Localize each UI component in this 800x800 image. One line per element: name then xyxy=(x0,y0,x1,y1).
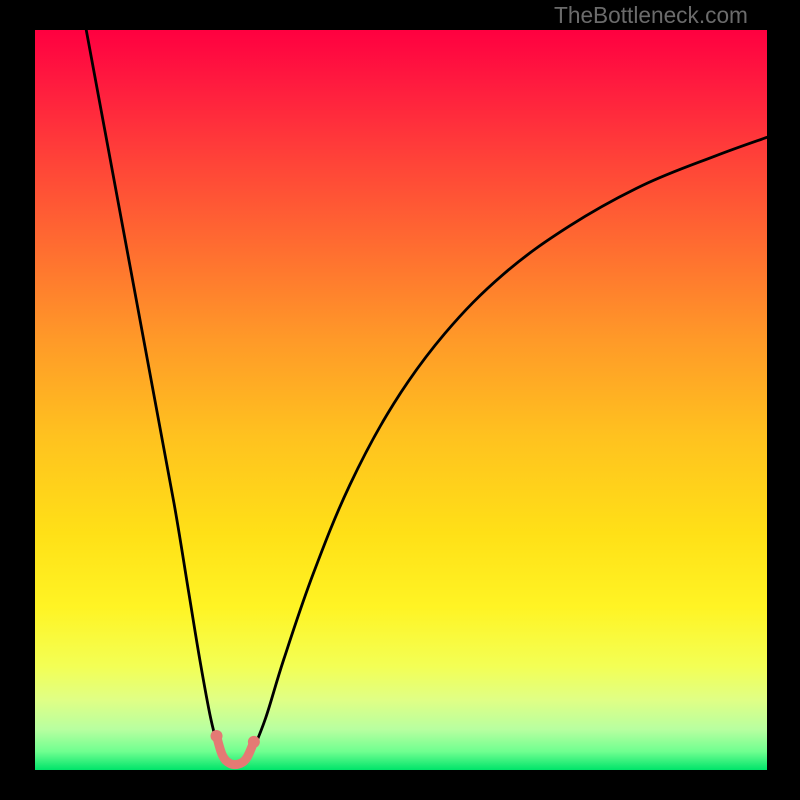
plot-area xyxy=(35,30,767,770)
bottom-marker-dot-left xyxy=(211,730,223,742)
watermark-text: TheBottleneck.com xyxy=(554,2,748,29)
chart-canvas: TheBottleneck.com xyxy=(0,0,800,800)
chart-curves xyxy=(35,30,767,770)
bottom-marker-dot-right xyxy=(248,736,260,748)
curve-right-branch xyxy=(251,137,767,755)
curve-left-branch xyxy=(86,30,220,755)
